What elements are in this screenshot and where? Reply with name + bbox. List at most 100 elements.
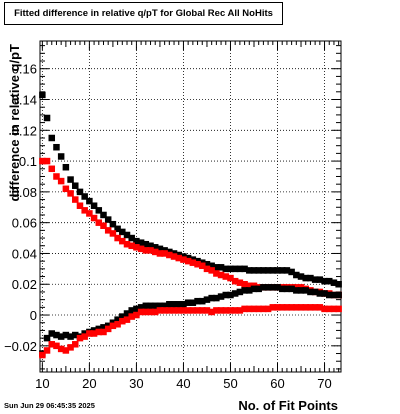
- data-point: [43, 347, 51, 354]
- y-axis-title: difference in relative q/pT: [7, 44, 22, 202]
- data-point: [231, 290, 239, 297]
- data-point: [260, 267, 267, 274]
- data-point: [180, 256, 187, 263]
- data-point: [151, 302, 159, 310]
- y-tick-label: 0.06: [12, 216, 37, 231]
- data-point: [119, 237, 126, 245]
- data-point: [321, 277, 328, 285]
- data-point: [123, 316, 131, 323]
- data-point: [133, 244, 140, 251]
- chart-title: Fitted difference in relative q/pT for G…: [14, 8, 273, 19]
- data-point: [227, 265, 234, 273]
- data-point: [311, 304, 319, 311]
- x-tick-label: 40: [176, 376, 190, 391]
- data-point: [114, 321, 121, 328]
- data-point: [297, 287, 305, 294]
- data-point: [57, 333, 65, 340]
- data-point: [147, 302, 154, 310]
- data-point: [62, 163, 70, 171]
- data-point: [297, 304, 305, 311]
- data-point: [302, 287, 309, 294]
- data-point: [67, 344, 74, 351]
- data-point: [316, 304, 324, 311]
- data-point: [86, 197, 93, 205]
- data-point: [321, 290, 328, 297]
- data-point: [104, 216, 112, 223]
- data-point: [274, 304, 281, 311]
- data-point: [123, 310, 131, 317]
- data-point: [104, 325, 112, 333]
- data-point: [166, 307, 173, 314]
- data-point: [114, 225, 121, 233]
- data-point: [170, 253, 178, 260]
- data-point: [246, 287, 253, 294]
- data-point: [57, 345, 65, 353]
- axis-ticks: [40, 41, 341, 372]
- data-point: [161, 302, 168, 310]
- data-point: [100, 222, 107, 229]
- y-tick-label: 0: [30, 308, 37, 323]
- data-point: [208, 308, 215, 316]
- data-point: [335, 305, 342, 313]
- data-point: [255, 267, 262, 274]
- data-point: [67, 176, 74, 183]
- data-point: [199, 297, 206, 305]
- data-point: [180, 307, 187, 314]
- data-point: [199, 262, 206, 270]
- data-point: [293, 287, 300, 294]
- plot-frame: [39, 40, 342, 373]
- data-point: [128, 242, 135, 250]
- data-point: [43, 157, 51, 165]
- data-point: [194, 297, 201, 305]
- data-point: [142, 247, 150, 254]
- data-point: [109, 220, 117, 228]
- data-point: [213, 264, 220, 271]
- data-point: [137, 239, 145, 246]
- timestamp: Sun Jun 29 06:45:35 2025: [4, 401, 95, 410]
- data-point: [227, 274, 234, 282]
- data-point: [170, 301, 178, 308]
- data-point: [241, 287, 248, 294]
- data-point: [161, 250, 168, 257]
- data-point: [142, 302, 150, 310]
- data-point: [53, 342, 60, 350]
- data-point: [119, 317, 126, 325]
- data-point: [137, 308, 145, 316]
- data-point: [194, 260, 201, 268]
- data-point: [269, 284, 277, 291]
- data-point: [269, 267, 277, 274]
- data-point: [95, 207, 103, 214]
- data-point: [264, 267, 272, 274]
- x-tick-label: 50: [223, 376, 237, 391]
- data-point: [57, 177, 65, 185]
- x-axis-title: No. of Fit Points: [238, 398, 338, 413]
- data-point: [325, 305, 333, 313]
- data-point: [180, 301, 187, 308]
- data-point: [316, 276, 324, 283]
- tick-labels: 10 20 30 40 50 60 70 −0.02 0 0.02 0.04 0.06 0.08 0.1 0…: [4, 62, 332, 391]
- data-point: [222, 265, 230, 273]
- data-point: [293, 271, 300, 279]
- data-point: [147, 247, 154, 254]
- data-point: [227, 291, 234, 299]
- data-point: [39, 91, 46, 99]
- y-tick-label: −0.02: [4, 339, 37, 354]
- data-point: [335, 281, 342, 288]
- data-point: [48, 165, 56, 173]
- data-point: [325, 277, 333, 285]
- data-point: [43, 334, 51, 342]
- data-point: [250, 285, 258, 293]
- data-point: [208, 267, 215, 274]
- data-point: [184, 299, 192, 306]
- x-tick-label: 70: [317, 376, 331, 391]
- data-point: [288, 304, 295, 311]
- data-point: [316, 290, 324, 297]
- data-point: [53, 331, 60, 339]
- x-tick-label: 60: [270, 376, 284, 391]
- data-point: [278, 285, 286, 293]
- data-point: [283, 267, 291, 274]
- data-point: [156, 307, 164, 314]
- data-point: [104, 227, 112, 234]
- data-point: [90, 330, 98, 337]
